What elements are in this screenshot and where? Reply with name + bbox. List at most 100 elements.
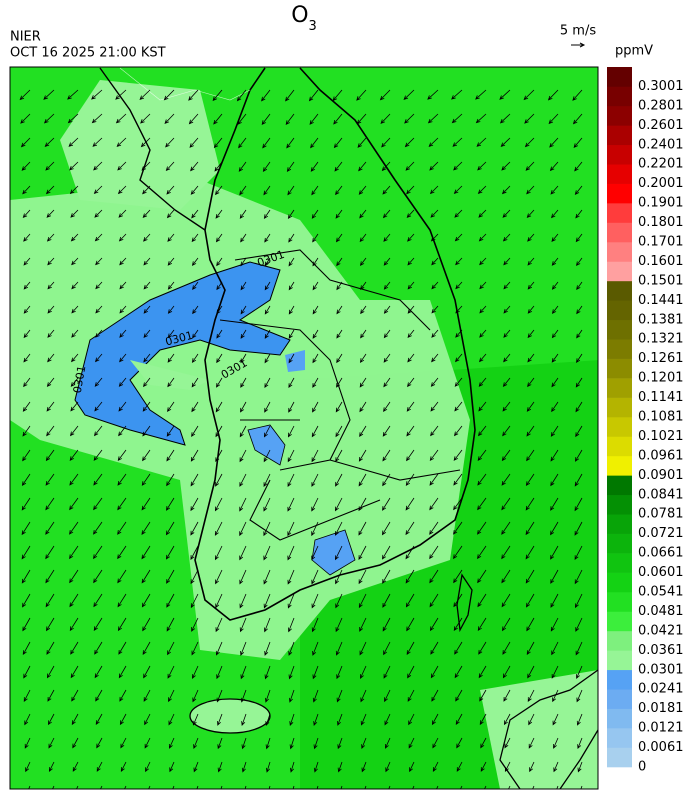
wind-arrow <box>262 161 271 172</box>
colorbar-label: 0.1141 <box>638 390 684 405</box>
wind-arrow <box>263 569 271 585</box>
wind-arrow <box>361 737 367 750</box>
wind-arrow <box>91 89 103 100</box>
wind-arrow <box>21 569 31 584</box>
wind-arrow <box>241 713 247 726</box>
wind-arrow <box>430 641 439 655</box>
wind-arrow <box>549 161 559 172</box>
wind-arrow <box>502 209 511 218</box>
wind-arrow <box>141 545 151 560</box>
wind-arrow <box>143 689 151 702</box>
wind-arrow <box>526 425 535 437</box>
wind-arrow <box>96 761 103 772</box>
wind-arrow <box>220 785 223 789</box>
wind-arrow <box>384 689 391 703</box>
border <box>119 67 251 101</box>
colorbar-swatch <box>607 164 632 184</box>
wind-arrow <box>407 257 415 266</box>
wind-arrow <box>95 329 103 338</box>
wind-arrow <box>335 185 343 196</box>
wind-arrow <box>144 737 151 749</box>
wind-arrow <box>23 233 31 242</box>
colorbar-swatch <box>607 417 632 437</box>
colorbar-swatch <box>607 183 632 204</box>
wind-arrow <box>477 449 487 461</box>
wind-arrow <box>551 329 559 339</box>
wind-arrow <box>550 185 559 195</box>
wind-arrow <box>288 305 295 315</box>
colorbar-label: 0.1901 <box>638 196 684 211</box>
coastline <box>99 67 206 231</box>
wind-arrow <box>502 617 511 632</box>
wind-arrow <box>382 473 391 487</box>
wind-arrow <box>23 377 31 388</box>
wind-arrow <box>287 545 295 561</box>
wind-arrow <box>71 257 79 266</box>
wind-arrow <box>71 329 79 338</box>
wind-arrow <box>382 593 391 608</box>
wind-arrow <box>238 161 247 172</box>
wind-arrow <box>264 689 271 703</box>
wind-arrow <box>288 257 295 267</box>
wind-arrow <box>477 497 487 511</box>
wind-arrow <box>503 329 511 338</box>
wind-arrow <box>359 233 367 243</box>
wind-arrow <box>216 305 223 315</box>
wind-arrow <box>335 569 343 585</box>
wind-arrow <box>576 713 583 726</box>
wind-arrow <box>46 425 55 437</box>
wind-arrow <box>407 281 415 290</box>
wind-arrow <box>406 401 415 412</box>
jeju-island <box>189 698 271 734</box>
wind-arrow <box>48 737 55 749</box>
wind-arrow <box>532 785 535 789</box>
wind-arrow <box>429 497 439 511</box>
wind-arrow <box>124 785 127 789</box>
wind-arrow <box>479 329 487 338</box>
wind-arrow <box>70 377 79 387</box>
wind-arrow <box>359 377 367 388</box>
wind-arrow <box>23 257 31 266</box>
wind-arrow <box>165 545 175 560</box>
wind-arrow <box>383 377 391 388</box>
wind-arrow <box>427 89 439 100</box>
wind-arrow <box>47 329 55 338</box>
wind-arrow <box>403 89 415 101</box>
wind-arrow <box>478 377 487 387</box>
wind-arrow <box>22 425 31 437</box>
wind-arrow <box>244 785 247 789</box>
province-border <box>219 249 461 541</box>
wind-arrow <box>501 473 511 486</box>
wind-arrow <box>22 449 31 462</box>
wind-arrow <box>360 689 367 703</box>
wind-arrow <box>550 521 559 536</box>
wind-arrow <box>381 521 391 536</box>
wind-arrow <box>580 785 583 789</box>
wind-arrow <box>405 545 415 560</box>
wind-arrow <box>456 737 463 749</box>
wind-arrow <box>45 497 55 511</box>
wind-arrow <box>575 425 583 438</box>
wind-arrow <box>574 185 583 195</box>
wind-arrow <box>141 593 151 608</box>
wind-arrow <box>430 233 439 242</box>
wind-arrow <box>502 233 511 242</box>
wind-arrow <box>264 257 271 267</box>
wind-arrow <box>70 209 79 218</box>
wind-arrow <box>141 521 151 536</box>
wind-arrow <box>478 665 487 679</box>
wind-arrow <box>286 137 295 149</box>
wind-arrow <box>479 281 487 290</box>
wind-arrow <box>551 209 559 219</box>
wind-arrow <box>358 497 367 512</box>
colorbar-label: 0.3001 <box>638 79 684 94</box>
colorbar-swatch <box>607 650 632 671</box>
wind-arrow <box>429 473 439 486</box>
wind-arrow <box>100 785 103 789</box>
wind-arrow <box>69 185 79 195</box>
wind-arrow <box>406 209 415 218</box>
wind-arrow <box>239 209 247 219</box>
wind-arrow <box>215 233 223 243</box>
wind-arrow <box>215 641 223 656</box>
wind-arrow <box>404 113 415 124</box>
